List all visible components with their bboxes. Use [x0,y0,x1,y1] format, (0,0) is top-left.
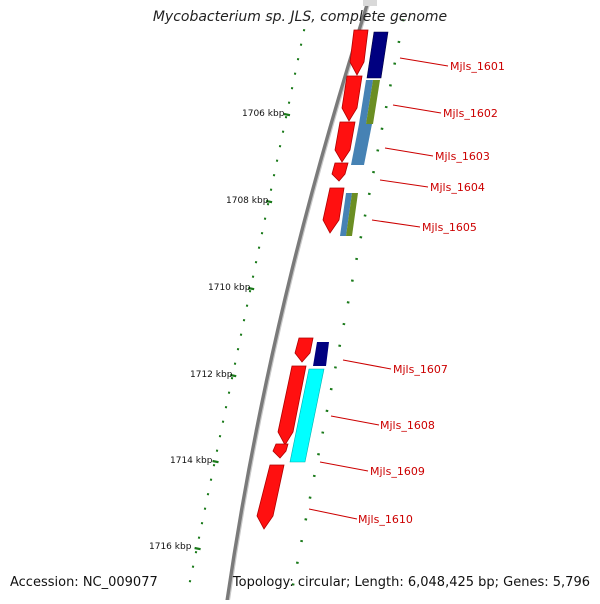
gene-label-mjls-1605[interactable]: Mjls_1605 [422,221,477,234]
cds-arrow-mjls-1605[interactable] [323,188,344,233]
cds-arrow-mjls-1607[interactable] [295,338,313,362]
cds-arrow-mjls-1609[interactable] [273,444,288,458]
kbp-label-1716: 1716 kbp [149,542,192,552]
map-title: Mycobacterium sp. JLS, complete genome [0,9,600,25]
outer-tick [296,563,299,564]
cog-block-navy-1607[interactable] [313,342,329,366]
outer-tick [338,346,341,347]
outer-tick [305,519,308,520]
outer-tick [385,107,388,108]
kbp-tick [284,114,290,115]
kbp-label-1710: 1710 kbp [208,283,251,293]
outer-tick [360,237,363,238]
outer-tick [351,280,354,281]
outer-tick [309,497,312,498]
outer-tick [343,324,346,325]
gene-label-mjls-1602[interactable]: Mjls_1602 [443,107,498,120]
outer-tick [300,541,303,542]
cog-block-navy-1601[interactable] [367,32,388,78]
cds-arrow-mjls-1610[interactable] [257,465,284,529]
gene-label-mjls-1603[interactable]: Mjls_1603 [435,150,490,163]
outer-tick [326,411,329,412]
outer-tick [364,215,367,216]
outer-tick [313,476,316,477]
accession-text: Accession: NC_009077 [10,575,158,590]
outer-tick [398,42,401,43]
genome-summary-text: Topology: circular; Length: 6,048,425 bp… [233,575,590,590]
outer-tick [334,367,337,368]
gene-label-mjls-1601[interactable]: Mjls_1601 [450,60,505,73]
cds-arrow-mjls-1603[interactable] [335,122,355,162]
kbp-label-1712: 1712 kbp [190,370,233,380]
outer-tick [347,302,350,303]
outer-tick [368,194,371,195]
top-feature-stub [363,0,377,6]
gene-label-mjls-1604[interactable]: Mjls_1604 [430,181,485,194]
outer-tick [393,63,396,64]
outer-tick [322,432,325,433]
cds-arrow-mjls-1601[interactable] [350,30,368,75]
kbp-labels: 1706 kbp 1708 kbp 1710 kbp 1712 kbp 1714… [149,109,285,552]
kbp-tick [213,461,219,462]
outer-tick [317,454,320,455]
outer-tick [372,172,375,173]
gene-labels: Mjls_1601 Mjls_1602 Mjls_1603 Mjls_1604 … [358,60,505,526]
kbp-tick [195,548,201,549]
gene-label-mjls-1609[interactable]: Mjls_1609 [370,465,425,478]
gene-label-mjls-1608[interactable]: Mjls_1608 [380,419,435,432]
gene-label-mjls-1610[interactable]: Mjls_1610 [358,513,413,526]
gene-label-mjls-1607[interactable]: Mjls_1607 [393,363,448,376]
outer-tick [381,129,384,130]
outer-tick [377,150,380,151]
outer-tick [389,85,392,86]
cds-arrow-mjls-1604[interactable] [332,163,348,181]
outer-tick [330,389,333,390]
outer-tick [355,259,358,260]
cog-block-steelblue-1603[interactable] [351,124,372,165]
kbp-label-1714: 1714 kbp [170,456,213,466]
kbp-label-1708: 1708 kbp [226,196,269,206]
kbp-label-1706: 1706 kbp [242,109,285,119]
